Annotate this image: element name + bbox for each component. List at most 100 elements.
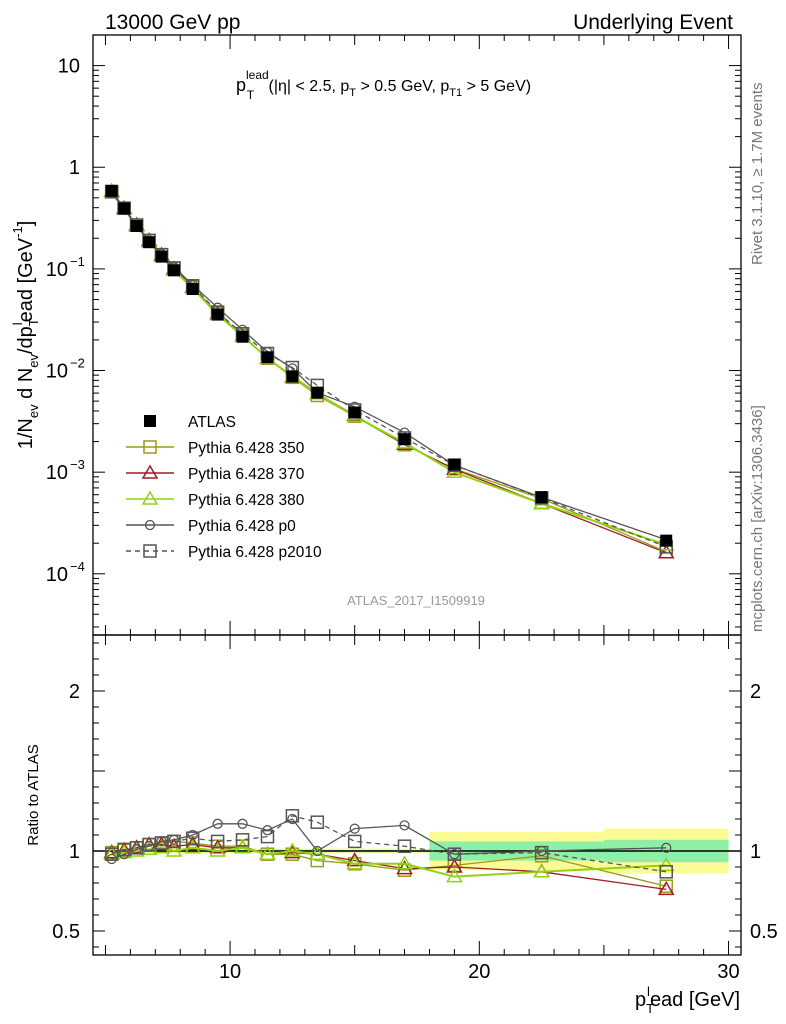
ratio-point-pythia-6-428-p0 <box>106 853 117 865</box>
ratio-y-tick-label: 2 <box>69 681 80 703</box>
ratio-point-pythia-6-428-370 <box>103 844 120 859</box>
main-point-atlas <box>535 491 548 504</box>
ratio-point-pythia-6-428-p2010 <box>260 829 275 844</box>
ratio-plot-series <box>103 809 675 896</box>
title-sub3: T1 <box>449 87 462 99</box>
xlabel-sup: l <box>647 984 650 999</box>
ratio-point-pythia-6-428-p0 <box>661 842 672 853</box>
ratio-point-pythia-6-428-380 <box>234 839 251 854</box>
header-right: Underlying Event <box>573 11 733 34</box>
legend-label-pythia-6-428-p0: Pythia 6.428 p0 <box>188 518 296 535</box>
header-left: 13000 GeV pp <box>105 11 240 34</box>
title-rest1: (|η| < 2.5, p <box>264 78 349 95</box>
ylabel-a-sub: ev <box>26 404 41 418</box>
rivet-label: Rivet 3.1.10, ≥ 1.7M events <box>749 83 766 266</box>
main-point-atlas <box>186 282 199 295</box>
ylabel-c-sup: l <box>10 322 25 325</box>
legend-label-atlas: ATLAS <box>188 414 236 431</box>
ratio-y-tick-label: 1 <box>69 841 80 863</box>
xlabel-rest: ead [GeV] <box>650 989 740 1011</box>
ratio-point-pythia-6-428-380 <box>209 842 226 857</box>
legend-label-pythia-6-428-p2010: Pythia 6.428 p2010 <box>188 544 322 561</box>
y-tick-label: 1 <box>69 157 80 179</box>
ylabel-a: 1/N <box>15 418 37 449</box>
main-point-atlas <box>448 458 461 471</box>
ratio-point-pythia-6-428-p0 <box>287 813 298 825</box>
ratio-point-pythia-6-428-p0 <box>349 823 360 834</box>
main-point-atlas <box>168 264 180 277</box>
main-point-atlas <box>286 370 299 383</box>
ratio-point-pythia-6-428-p2010 <box>447 847 462 861</box>
ratio-point-pythia-6-428-p2010 <box>167 834 181 849</box>
main-point-atlas <box>155 250 168 263</box>
y-tick-label-exponent: −3 <box>70 457 85 472</box>
title-sub2: T <box>349 87 356 99</box>
mcplots-label: mcplots.cern.ch [arXiv:1306.3436] <box>749 405 766 632</box>
ratio-point-pythia-6-428-p0 <box>237 818 248 829</box>
ratio-y-tick-label-right: 1 <box>750 841 761 863</box>
ratio-point-pythia-6-428-380 <box>533 863 550 878</box>
ratio-point-pythia-6-428-p2010 <box>659 865 673 879</box>
title-sub: T <box>247 88 255 102</box>
ratio-point-pythia-6-428-380 <box>259 845 276 860</box>
ratio-point-pythia-6-428-p2010 <box>210 834 225 849</box>
ylabel-b-sub: ev <box>26 354 41 368</box>
ratio-point-pythia-6-428-p2010 <box>185 831 200 845</box>
x-axis-label: pTlead [GeV] <box>635 984 740 1016</box>
x-tick-label: 10 <box>219 961 241 983</box>
main-point-atlas <box>348 406 361 419</box>
main-point-pythia-6-428-370 <box>657 544 675 559</box>
main-point-atlas <box>211 308 224 321</box>
ratio-line-pythia-6-428-p2010 <box>111 815 667 873</box>
x-tick-label: 30 <box>717 961 739 983</box>
ratio-point-pythia-6-428-380 <box>284 842 301 857</box>
y-tick-label-exponent: −1 <box>70 254 85 269</box>
legend-marker-pythia-6-428-p0 <box>144 519 156 531</box>
y-tick-label: 10 <box>46 361 68 383</box>
main-point-atlas <box>118 202 131 215</box>
ratio-plot-ticks: 2 2 1 1 0.5 0.5 10 20 30 <box>52 642 778 983</box>
legend-marker-atlas <box>144 415 156 427</box>
ratio-point-pythia-6-428-p2010 <box>285 809 300 823</box>
ratio-y-tick-label-right: 2 <box>750 681 761 703</box>
ratio-point-pythia-6-428-p2010 <box>310 815 325 829</box>
ratio-plot-frame <box>92 634 742 956</box>
ylabel-c-sub: T <box>26 318 41 326</box>
main-y-axis-label: 1/Nev d Nev/dpTlead [GeV-1] <box>10 221 41 450</box>
main-plot-series <box>103 182 675 559</box>
y-tick-label-exponent: −4 <box>70 559 85 574</box>
y-tick-label: 10 <box>46 462 68 484</box>
ratio-point-pythia-6-428-370 <box>657 880 675 896</box>
y-tick-label: 10 <box>46 259 68 281</box>
main-point-atlas <box>261 351 274 364</box>
legend-marker-pythia-6-428-p2010 <box>143 544 157 558</box>
main-point-atlas <box>130 220 143 233</box>
legend-label-pythia-6-428-350: Pythia 6.428 350 <box>188 440 305 457</box>
ratio-point-pythia-6-428-380 <box>153 839 170 854</box>
ratio-point-pythia-6-428-370 <box>446 858 463 873</box>
xlabel-sub: T <box>646 1001 654 1016</box>
main-point-atlas <box>105 184 118 197</box>
legend-marker-pythia-6-428-370 <box>141 464 159 479</box>
title-sup: lead <box>246 68 269 82</box>
analysis-watermark: ATLAS_2017_I1509919 <box>347 593 485 608</box>
ratio-point-pythia-6-428-380 <box>446 868 463 883</box>
ratio-point-pythia-6-428-380 <box>128 842 145 857</box>
ratio-point-pythia-6-428-380 <box>346 855 363 870</box>
legend: ATLAS Pythia 6.428 350 Pythia 6.428 370 Pyt… <box>126 414 322 561</box>
ratio-point-pythia-6-428-p0 <box>399 820 410 831</box>
ylabel-b: d N <box>15 368 37 405</box>
legend-label-pythia-6-428-370: Pythia 6.428 370 <box>188 466 305 483</box>
ylabel-d-sup: -1 <box>10 226 25 238</box>
ratio-point-pythia-6-428-370 <box>396 860 413 875</box>
ratio-point-pythia-6-428-370 <box>346 852 363 867</box>
ratio-point-pythia-6-428-p2010 <box>235 833 250 847</box>
ratio-point-pythia-6-428-p0 <box>312 845 323 857</box>
ratio-point-pythia-6-428-p2010 <box>397 839 412 853</box>
ratio-point-pythia-6-428-p0 <box>187 829 198 841</box>
ylabel-e: ] <box>15 221 37 227</box>
legend-marker-pythia-6-428-350 <box>143 440 157 454</box>
title-rest2: > 0.5 GeV, p <box>356 78 449 95</box>
